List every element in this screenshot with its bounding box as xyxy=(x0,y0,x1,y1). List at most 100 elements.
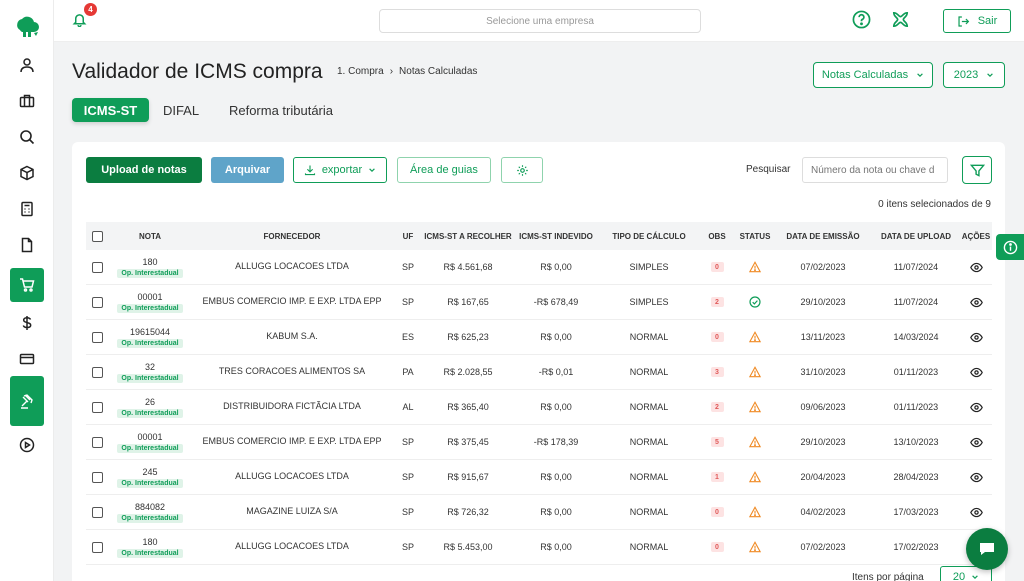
header-fornecedor[interactable]: FORNECEDOR xyxy=(263,231,321,241)
eye-icon[interactable] xyxy=(969,401,983,414)
header-data-upload[interactable]: DATA DE UPLOAD xyxy=(880,231,952,241)
logout-button[interactable]: Sair xyxy=(943,9,1011,33)
per-page-select[interactable]: 20 xyxy=(940,566,992,581)
sidebar-item-document[interactable] xyxy=(10,228,44,262)
obs-badge[interactable]: 5 xyxy=(710,437,724,447)
header-uf[interactable]: UF xyxy=(402,231,414,241)
sidebar-item-card[interactable] xyxy=(10,342,44,376)
header-icms-recolher[interactable]: ICMS-ST A RECOLHER xyxy=(424,231,512,241)
search-input[interactable] xyxy=(802,157,948,183)
uf-cell: PA xyxy=(402,367,414,377)
sidebar-item-calculator[interactable] xyxy=(10,192,44,226)
table-row[interactable]: 180 Op. Interestadual ALLUGG LOCACOES LTDA… xyxy=(86,530,992,565)
row-checkbox[interactable] xyxy=(91,401,103,413)
data-emissao-cell: 04/02/2023 xyxy=(800,507,846,517)
nota-number: 180 xyxy=(142,256,158,267)
obs-badge[interactable]: 1 xyxy=(710,472,724,482)
table-row[interactable]: 884082 Op. Interestadual MAGAZINE LUIZA S/… xyxy=(86,495,992,530)
uf-cell: SP xyxy=(401,507,414,517)
settings-button[interactable] xyxy=(501,157,543,183)
sidebar-item-box[interactable] xyxy=(10,156,44,190)
filter-button[interactable] xyxy=(962,156,992,184)
data-emissao-cell: 13/11/2023 xyxy=(800,332,846,342)
row-checkbox[interactable] xyxy=(91,296,103,308)
obs-badge[interactable]: 2 xyxy=(710,402,724,412)
data-emissao-cell: 07/02/2023 xyxy=(800,542,846,552)
icms-recolher-cell: R$ 167,65 xyxy=(447,297,489,307)
row-checkbox[interactable] xyxy=(91,331,103,343)
eye-icon[interactable] xyxy=(969,506,983,519)
supplier-name: DISTRIBUIDORA FICTÃ­CIA LTDA xyxy=(223,401,361,412)
tab-icms-st[interactable]: ICMS-ST xyxy=(72,98,149,122)
header-nota[interactable]: NOTA xyxy=(138,231,162,241)
header-obs[interactable]: OBS xyxy=(708,231,726,241)
obs-badge[interactable]: 3 xyxy=(710,367,724,377)
company-select[interactable]: Selecione uma empresa xyxy=(379,9,701,33)
notification-badge: 4 xyxy=(84,3,97,16)
nota-number: 26 xyxy=(144,396,155,407)
breadcrumb-item[interactable]: Notas Calculadas xyxy=(399,66,478,77)
info-icon[interactable] xyxy=(996,234,1024,260)
bell-icon[interactable] xyxy=(72,12,87,32)
breadcrumb-item[interactable]: 1. Compra xyxy=(337,66,384,77)
per-page-label: Itens por página xyxy=(852,572,924,581)
row-checkbox[interactable] xyxy=(91,261,103,273)
sidebar-item-dollar[interactable] xyxy=(10,306,44,340)
nota-number: 180 xyxy=(142,536,158,547)
table-row[interactable]: 245 Op. Interestadual ALLUGG LOCACOES LTDA… xyxy=(86,460,992,495)
tab-reforma-tributaria[interactable]: Reforma tributária xyxy=(228,102,334,118)
table-row[interactable]: 180 Op. Interestadual ALLUGG LOCACOES LTDA… xyxy=(86,250,992,285)
warning-icon xyxy=(748,541,762,553)
obs-badge[interactable]: 0 xyxy=(710,542,724,552)
page-title: Validador de ICMS compra xyxy=(72,60,323,83)
archive-button[interactable]: Arquivar xyxy=(211,157,284,183)
year-select[interactable]: 2023 xyxy=(943,62,1005,88)
obs-badge[interactable]: 0 xyxy=(710,507,724,517)
apps-icon[interactable] xyxy=(890,9,911,35)
header-status[interactable]: STATUS xyxy=(739,231,771,241)
header-tipo-calculo[interactable]: TIPO DE CÁLCULO xyxy=(612,231,686,241)
table-row[interactable]: 00001 Op. Interestadual EMBUS COMERCIO IMP… xyxy=(86,285,992,320)
box-icon xyxy=(20,165,34,181)
sidebar-item-hammer[interactable] xyxy=(10,376,44,426)
eye-icon[interactable] xyxy=(969,436,983,449)
obs-badge[interactable]: 0 xyxy=(710,262,724,272)
guides-button[interactable]: Área de guias xyxy=(397,157,491,183)
eye-icon[interactable] xyxy=(969,366,983,379)
select-all-checkbox[interactable] xyxy=(91,230,103,242)
obs-badge[interactable]: 2 xyxy=(710,297,724,307)
table-row[interactable]: 00001 Op. Interestadual EMBUS COMERCIO IMP… xyxy=(86,425,992,460)
sidebar-item-user[interactable] xyxy=(10,48,44,82)
view-select[interactable]: Notas Calculadas xyxy=(813,62,933,88)
row-checkbox[interactable] xyxy=(91,471,103,483)
header-data-emissao[interactable]: DATA DE EMISSÃO xyxy=(786,231,860,241)
eye-icon[interactable] xyxy=(969,331,983,344)
sidebar-item-search[interactable] xyxy=(10,120,44,154)
table-row[interactable]: 26 Op. Interestadual DISTRIBUIDORA FICTÃ­C… xyxy=(86,390,992,425)
sidebar-item-briefcase[interactable] xyxy=(10,84,44,118)
eye-icon[interactable] xyxy=(969,296,983,309)
supplier-name: TRES CORACOES ALIMENTOS SA xyxy=(218,366,366,377)
row-checkbox[interactable] xyxy=(91,541,103,553)
tab-difal[interactable]: DIFAL xyxy=(162,102,200,118)
header-icms-indevido[interactable]: ICMS-ST INDEVIDO xyxy=(519,231,593,241)
sidebar-item-cart[interactable] xyxy=(10,268,44,302)
eye-icon[interactable] xyxy=(969,261,983,274)
table-row[interactable]: 32 Op. Interestadual TRES CORACOES ALIMENT… xyxy=(86,355,992,390)
help-icon[interactable] xyxy=(852,10,871,34)
obs-badge[interactable]: 0 xyxy=(710,332,724,342)
row-checkbox[interactable] xyxy=(91,366,103,378)
app-logo-icon[interactable] xyxy=(14,14,40,40)
chat-button[interactable] xyxy=(966,528,1008,570)
calculator-icon xyxy=(21,201,33,217)
nota-number: 32 xyxy=(144,361,155,372)
upload-notes-button[interactable]: Upload de notas xyxy=(86,157,202,183)
eye-icon[interactable] xyxy=(969,471,983,484)
selected-count: 0 itens selecionados de 9 xyxy=(878,199,991,210)
export-button[interactable]: exportar xyxy=(293,157,387,183)
table-row[interactable]: 19615044 Op. Interestadual KABUM S.A. ES R$ … xyxy=(86,320,992,355)
row-checkbox[interactable] xyxy=(91,506,103,518)
row-checkbox[interactable] xyxy=(91,436,103,448)
sidebar-item-play[interactable] xyxy=(10,428,44,462)
data-emissao-cell: 29/10/2023 xyxy=(800,437,846,447)
